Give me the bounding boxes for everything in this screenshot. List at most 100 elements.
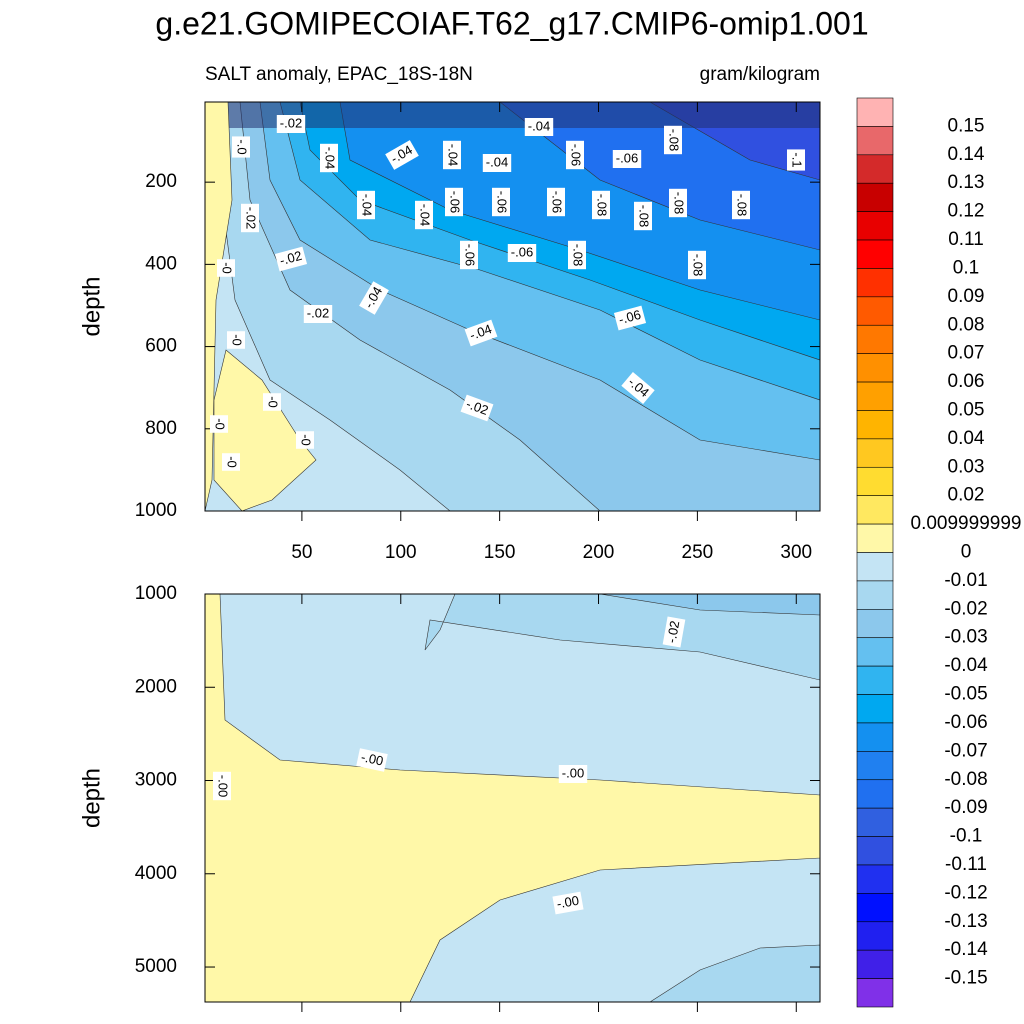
contour-label-bg	[443, 140, 461, 170]
colorbar-box	[856, 836, 894, 866]
contour-label: -.02	[303, 305, 333, 323]
y-tick-label: 1000	[135, 583, 177, 604]
colorbar-label: -0.09	[944, 797, 987, 818]
contour-label-text: -.08	[735, 194, 750, 216]
colorbar-box	[856, 211, 894, 241]
y-axis-label: depth	[78, 276, 105, 336]
colorbar-label: 0.13	[948, 172, 985, 193]
contour-label-text: -.06	[511, 244, 533, 259]
contour-label: -.08	[669, 188, 687, 218]
contour-label-text: -0	[266, 396, 281, 408]
contour-label-bg	[274, 246, 308, 272]
contour-label-bg	[592, 190, 610, 220]
colorbar-label: 0.03	[948, 456, 985, 477]
contour-label-bg	[662, 616, 686, 648]
contour-label-text: -.0	[235, 139, 250, 154]
y-tick-label: 400	[145, 253, 177, 274]
contour-label-bg	[227, 331, 245, 349]
colorbar-label: -0.08	[944, 769, 987, 790]
contour-label: -.08	[568, 240, 586, 270]
colorbar-label: 0.06	[948, 371, 985, 392]
contour-label-bg	[303, 305, 333, 323]
contour-label: -.04	[415, 200, 433, 230]
contour-label-bg	[357, 190, 375, 220]
contour-label: -.08	[634, 201, 652, 231]
contour-label-bg	[612, 150, 642, 168]
y-tick-label: 600	[145, 336, 177, 357]
contour-label-text: -.1	[790, 152, 805, 167]
contour-label: -.06	[492, 187, 510, 217]
colorbar-label: -0.11	[945, 854, 987, 875]
colorbar-label: -0.02	[944, 598, 987, 619]
colorbar-label: -0.05	[944, 684, 987, 705]
contour-fill	[205, 102, 233, 511]
colorbar-box	[856, 949, 894, 979]
contour-label-text: -.06	[616, 150, 638, 165]
contour-label-bg	[222, 453, 240, 471]
colorbar-box	[856, 978, 894, 1008]
colorbar-box	[856, 722, 894, 752]
contour-label-bg	[263, 393, 281, 411]
contour-label: -.0	[232, 136, 250, 158]
colorbar-box	[856, 495, 894, 525]
contour-label-text: -.02	[664, 619, 683, 644]
contour-label-text: -.06	[617, 307, 643, 327]
colorbar-label: -0.15	[944, 968, 987, 989]
contour-label-bg	[210, 415, 228, 433]
contour-label-bg	[507, 244, 537, 262]
contour-label: -.08	[592, 190, 610, 220]
contour-label-text: -.08	[637, 205, 652, 227]
contour-label-text: -.06	[495, 191, 510, 213]
colorbar-box	[856, 97, 894, 127]
colorbar-label: 0.12	[948, 201, 985, 222]
colorbar-label: -0.14	[944, 939, 988, 960]
contour-label-bg	[669, 188, 687, 218]
contour-label-bg	[385, 140, 419, 170]
colorbar-box	[856, 580, 894, 610]
contour-label: -.08	[732, 190, 750, 220]
contour-label: -.06	[566, 140, 584, 170]
colorbar-box	[856, 126, 894, 156]
contour-label-bg	[664, 125, 682, 155]
contour-fill	[205, 102, 820, 128]
contour-label-text: -.08	[667, 129, 682, 151]
contour-label-bg	[415, 200, 433, 230]
contour-label: -0	[217, 259, 235, 277]
colorbar-box	[856, 807, 894, 837]
colorbar-box	[856, 552, 894, 582]
contour-label-text: -.04	[446, 144, 461, 166]
contour-label: -.02	[662, 616, 686, 648]
plot-frame	[204, 101, 821, 512]
contour-label-text: -.00	[216, 775, 231, 797]
contour-fill	[599, 594, 820, 616]
contour-label-text: -.06	[463, 244, 478, 266]
contour-label-text: -.08	[672, 192, 687, 214]
contour-label-text: -0	[213, 418, 228, 430]
contour-label-bg	[217, 259, 235, 277]
y-tick-label: 1000	[135, 500, 177, 521]
contour-label: -.00	[558, 765, 588, 783]
colorbar-label: 0.14	[948, 144, 985, 165]
contour-label-bg	[320, 143, 338, 173]
contour-label: -.1	[787, 149, 805, 171]
contour-label: -0	[296, 431, 314, 449]
contour-label-bg	[359, 281, 389, 315]
contour-label-bg	[547, 187, 565, 217]
subtitle-right: gram/kilogram	[700, 64, 820, 85]
colorbar-label: 0.07	[948, 343, 985, 364]
contour-label-text: -.04	[360, 194, 375, 216]
contour-label: -.02	[276, 115, 306, 133]
colorbar-label: 0.02	[948, 485, 985, 506]
contour-label: -.06	[507, 244, 537, 262]
colorbar-box	[856, 864, 894, 894]
contour-label-bg	[568, 240, 586, 270]
colorbar-box	[856, 381, 894, 411]
contour-fill	[649, 944, 820, 1002]
contour-fill	[424, 594, 820, 681]
colorbar-label: -0.07	[944, 740, 987, 761]
contour-label-bg	[566, 140, 584, 170]
contour-label: -.06	[445, 187, 463, 217]
contour-label-bg	[464, 319, 498, 347]
contour-label: -.06	[613, 305, 647, 331]
